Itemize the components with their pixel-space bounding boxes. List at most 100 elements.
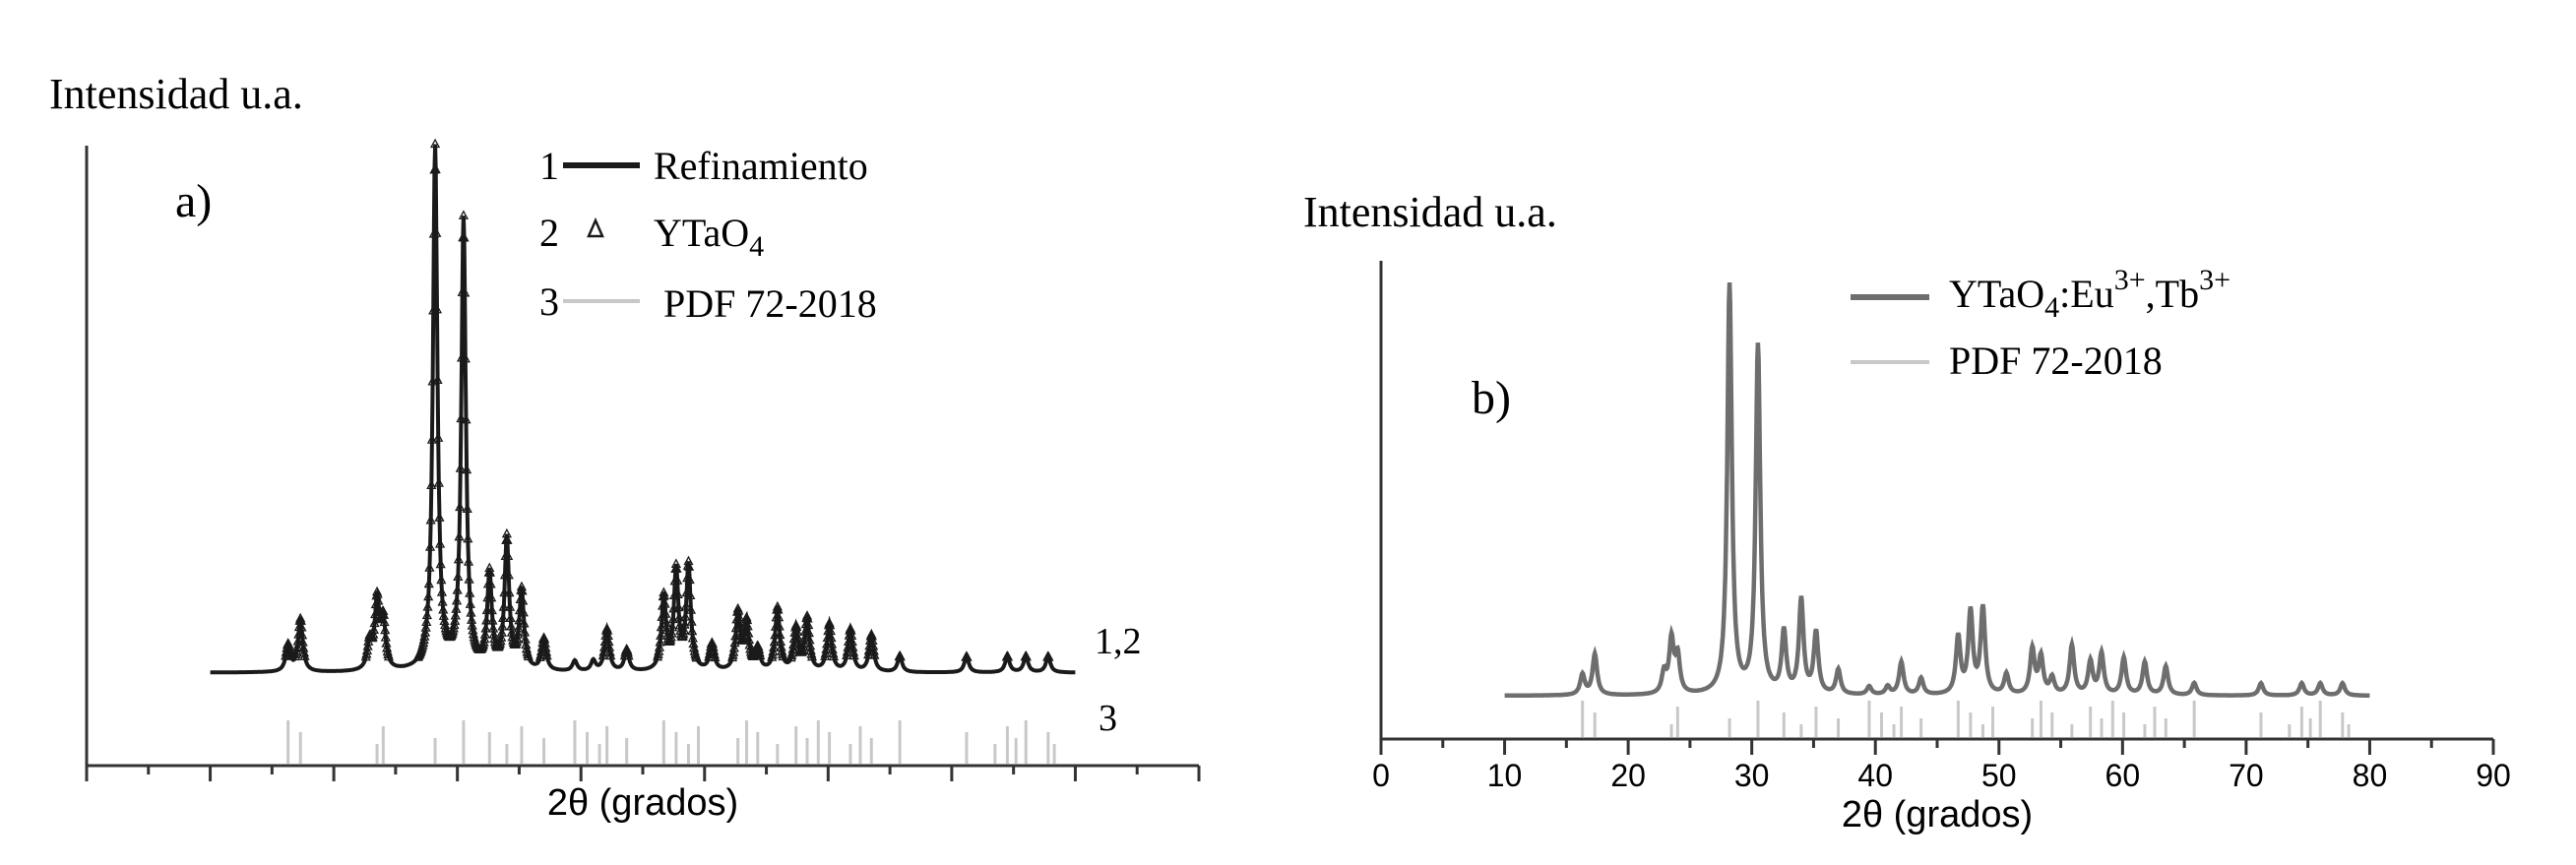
panel-a-triangle-marker [778, 650, 788, 661]
panel-a-triangle-marker [498, 612, 509, 622]
panel-a-triangle-marker [728, 642, 739, 652]
panel-a-triangle-marker [423, 590, 434, 601]
panel-a-triangle-marker [604, 647, 615, 656]
panel-a-triangle-marker [806, 650, 818, 661]
panel-a-triangle-marker [432, 374, 443, 385]
panel-a-triangle-marker [539, 638, 550, 648]
panel-a-triangle-marker [448, 625, 459, 636]
panel-a-triangle-marker [426, 434, 438, 444]
panel-a-triangle-marker [465, 598, 475, 608]
panel-a-triangle-marker [774, 611, 785, 622]
panel-a-triangle-marker [292, 636, 303, 646]
panel-a-triangle-marker [488, 629, 499, 639]
panel-a-triangle-marker [801, 610, 813, 620]
legend-a-index-1: 1 [539, 144, 559, 188]
panel-a-triangle-marker [672, 575, 683, 585]
panel-a-triangle-marker [848, 642, 858, 651]
panel-a-triangle-marker [298, 643, 309, 652]
panel-a-triangle-marker [773, 603, 784, 614]
panel-a-triangle-marker [383, 650, 395, 661]
panel-a-triangle-marker [516, 581, 528, 591]
panel-a-triangle-marker [479, 633, 490, 644]
panel-a-triangle-marker [1021, 650, 1032, 661]
panel-a-triangle-marker [655, 637, 665, 647]
panel-a-triangle-marker [459, 231, 470, 242]
panel-a-triangle-marker [730, 630, 741, 641]
panel-a-triangle-marker [658, 600, 668, 610]
panel-a-triangle-marker [821, 644, 832, 653]
panel-a-triangle-marker [672, 588, 683, 599]
legend-a-label-1: Refinamiento [654, 144, 868, 188]
panel-a-label: a) [175, 175, 212, 227]
panel-a-triangle-marker [534, 651, 545, 661]
panel-a-triangle-marker [659, 587, 669, 596]
panel-a-triangle-marker [419, 627, 431, 637]
panel-a-triangle-marker [518, 606, 529, 617]
panel-a-triangle-marker [654, 642, 665, 651]
panel-b-x-tick-label: 60 [2105, 758, 2141, 793]
panel-a-triangle-marker [456, 412, 467, 423]
panel-a-triangle-marker [421, 609, 432, 620]
panel-a-triangle-marker [425, 514, 436, 525]
legend-a-index-2: 2 [539, 211, 559, 255]
panel-a-triangle-marker [485, 578, 496, 588]
panel-a-triangle-marker [450, 615, 461, 625]
panel-a-triangle-marker [868, 646, 879, 655]
panel-a-triangle-marker [827, 644, 838, 653]
panel-a-triangle-marker [791, 621, 802, 632]
panel-a-triangle-marker [793, 637, 804, 647]
panel-a-triangle-marker [420, 622, 431, 632]
panel-b-label: b) [1472, 372, 1511, 424]
panel-a-triangle-marker [1002, 650, 1014, 661]
panel-a-triangle-marker [367, 631, 378, 642]
panel-a-triangle-marker [962, 651, 973, 661]
panel-a-triangle-marker [776, 642, 786, 651]
panel-a-triangle-marker [604, 642, 615, 651]
panel-b-x-tick-label: 20 [1610, 758, 1646, 793]
panel-a-triangle-marker [709, 645, 720, 655]
panel-a-triangle-marker [741, 611, 752, 622]
panel-a-triangle-marker [433, 477, 444, 487]
panel-a-triangle-marker [686, 616, 697, 626]
panel-a-triangle-marker [848, 649, 859, 660]
panel-a-triangle-marker [540, 642, 551, 652]
panel-b-xlabel: 2θ (grados) [1842, 794, 2033, 835]
panel-b-x-tick-label: 50 [1981, 758, 2017, 793]
panel-a-triangle-marker [803, 619, 814, 630]
panel-a-triangle-marker [598, 642, 610, 651]
panel-a-triangle-marker [679, 619, 690, 629]
panel-b-x-tick-label: 40 [1857, 758, 1893, 793]
panel-a-triangle-marker [453, 571, 464, 581]
panel-a-triangle-marker [360, 650, 371, 661]
panel-a-triangle-marker [460, 352, 471, 363]
panel-a-triangle-marker [461, 413, 471, 424]
legend-a-triangle-icon [587, 216, 604, 238]
panel-a-triangle-marker [521, 639, 532, 649]
panel-a-triangle-marker [484, 567, 496, 577]
panel-a-triangle-marker [684, 574, 695, 585]
panel-a-triangle-marker [435, 558, 446, 569]
panel-a-triangle-marker [463, 556, 474, 566]
panel-a-triangle-marker [424, 541, 436, 551]
panel-b-chart: Intensidad u.a. b) 0 10 20 30 40 50 60 70 80 90 Y… [1303, 188, 2511, 835]
legend-b-label-1: YTaO4:Eu3+,Tb3+ [1949, 264, 2230, 324]
panel-a-triangle-marker [417, 640, 428, 649]
panel-b-x-tick-label: 30 [1734, 758, 1770, 793]
panel-a-triangle-marker [458, 210, 470, 219]
panel-a-triangle-marker [623, 649, 634, 660]
panel-a-triangle-marker [464, 574, 474, 584]
panel-a-triangle-marker [523, 650, 534, 661]
panel-a-refinement-line [210, 144, 1076, 675]
panel-a-triangle-marker [426, 479, 437, 490]
panel-a-triangle-marker [800, 618, 811, 629]
panel-a-triangle-marker [680, 600, 692, 610]
panel-a-triangle-marker [787, 644, 798, 653]
panel-a-triangle-marker [291, 641, 303, 651]
panel-a-triangle-marker [680, 611, 691, 621]
panel-a-triangle-marker [744, 639, 755, 649]
panel-b-x-tick-label: 10 [1487, 758, 1523, 793]
panel-a-triangle-marker [539, 634, 550, 644]
panel-b-x-tick-label: 70 [2229, 758, 2264, 793]
panel-a-triangle-marker [479, 629, 490, 639]
panel-a-triangle-marker [437, 596, 448, 606]
